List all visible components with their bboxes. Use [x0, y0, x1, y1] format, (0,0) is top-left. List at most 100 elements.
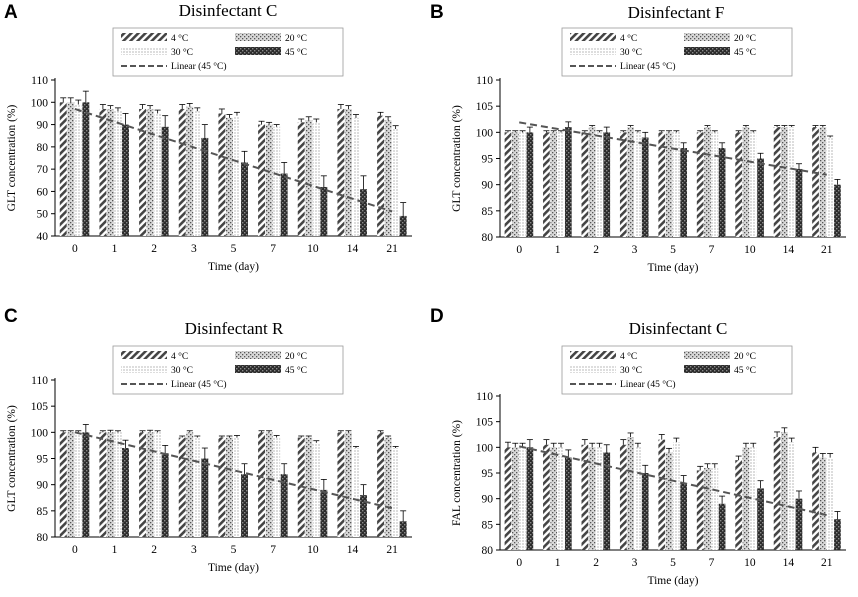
bar	[201, 137, 209, 236]
bar	[99, 432, 107, 537]
bar	[658, 132, 666, 237]
bar	[67, 102, 75, 237]
x-tick-label: 21	[821, 244, 833, 256]
bar	[312, 122, 320, 236]
y-tick-label: 85	[37, 506, 49, 518]
bar	[122, 448, 129, 537]
bar	[526, 447, 534, 550]
x-tick-label: 3	[191, 243, 197, 255]
trend-line	[74, 108, 393, 213]
x-tick-label: 14	[783, 244, 795, 256]
bar	[258, 124, 266, 236]
legend-swatch	[235, 365, 281, 373]
bar	[603, 452, 611, 550]
bar	[749, 447, 757, 550]
x-tick-label: 5	[231, 243, 237, 255]
legend: 4 °C 20 °C 30 °C 45 °C Linear (45 °C)	[561, 27, 793, 77]
legend-label: 20 °C	[285, 351, 307, 362]
x-tick-label: 14	[347, 544, 359, 556]
y-tick-label: 90	[37, 480, 49, 492]
y-tick-label: 95	[482, 154, 494, 166]
bar	[704, 127, 711, 237]
bar	[826, 457, 834, 550]
x-tick-label: 2	[151, 243, 157, 255]
bar	[735, 132, 742, 237]
x-tick-label: 2	[593, 557, 599, 569]
bar	[742, 447, 750, 550]
bar	[819, 127, 827, 237]
bar	[749, 132, 757, 237]
bar	[280, 173, 288, 236]
panel-letter: A	[4, 2, 18, 23]
x-tick-label: 0	[72, 243, 78, 255]
x-axis-label: Time (day)	[208, 562, 259, 574]
x-tick-label: 10	[744, 244, 756, 256]
bar	[627, 127, 634, 237]
bar	[233, 437, 241, 537]
bar	[122, 124, 129, 236]
legend-swatch	[570, 33, 616, 41]
y-axis-label: GLT concentration (%)	[6, 105, 18, 212]
bar	[641, 473, 649, 550]
bar	[564, 457, 572, 550]
y-tick-label: 110	[31, 75, 48, 87]
bar	[139, 108, 147, 236]
bar	[392, 129, 400, 236]
panel-letter: B	[430, 2, 444, 23]
bar	[146, 432, 154, 537]
trend-line	[519, 121, 827, 176]
legend-label-trend: Linear (45 °C)	[171, 379, 227, 390]
x-tick-label: 3	[632, 244, 638, 256]
bar	[218, 437, 226, 537]
x-tick-label: 1	[555, 244, 561, 256]
legend-swatch	[235, 47, 281, 55]
bar	[146, 108, 154, 236]
y-tick-label: 90	[37, 120, 49, 132]
bar	[781, 431, 788, 550]
bar	[193, 437, 201, 537]
x-axis-label: Time (day)	[208, 261, 259, 273]
y-tick-label: 85	[482, 206, 494, 218]
x-tick-label: 0	[516, 557, 522, 569]
x-tick-label: 5	[670, 557, 676, 569]
x-tick-label: 7	[709, 244, 715, 256]
bar	[360, 189, 367, 236]
bar	[384, 120, 392, 236]
legend-label: 20 °C	[734, 33, 756, 44]
legend-swatch	[684, 365, 730, 373]
panel-a: A Disinfectant C 4 °C 20 °C 30 °C 45 °C Linear…	[4, 1, 412, 273]
bar	[377, 432, 385, 537]
bar	[788, 442, 796, 550]
bar	[114, 111, 122, 236]
bar	[352, 117, 360, 236]
legend-label-trend: Linear (45 °C)	[171, 61, 227, 72]
legend: 4 °C 20 °C 30 °C 45 °C Linear (45 °C)	[561, 345, 793, 395]
x-tick-label: 21	[821, 557, 833, 569]
chart-title: Disinfectant F	[628, 3, 725, 22]
legend-label: 4 °C	[171, 33, 188, 44]
x-tick-label: 2	[151, 544, 157, 556]
y-tick-label: 90	[482, 180, 494, 192]
bar	[67, 432, 75, 537]
bar	[665, 132, 673, 237]
bar	[773, 437, 781, 550]
y-tick-label: 70	[37, 164, 49, 176]
legend-swatch	[684, 351, 730, 359]
bar	[711, 132, 719, 237]
bar	[757, 158, 764, 237]
bar	[106, 108, 114, 236]
bar	[718, 148, 726, 237]
bar	[305, 437, 313, 537]
bar	[826, 137, 834, 237]
bar	[519, 447, 526, 550]
bar	[265, 432, 273, 537]
bar	[297, 122, 305, 236]
legend-swatch	[684, 33, 730, 41]
x-tick-label: 3	[632, 557, 638, 569]
legend-label: 45 °C	[734, 47, 756, 58]
x-tick-label: 2	[593, 244, 599, 256]
bar	[673, 132, 680, 237]
x-tick-label: 21	[386, 544, 398, 556]
bar	[392, 448, 400, 537]
x-tick-label: 3	[191, 544, 197, 556]
